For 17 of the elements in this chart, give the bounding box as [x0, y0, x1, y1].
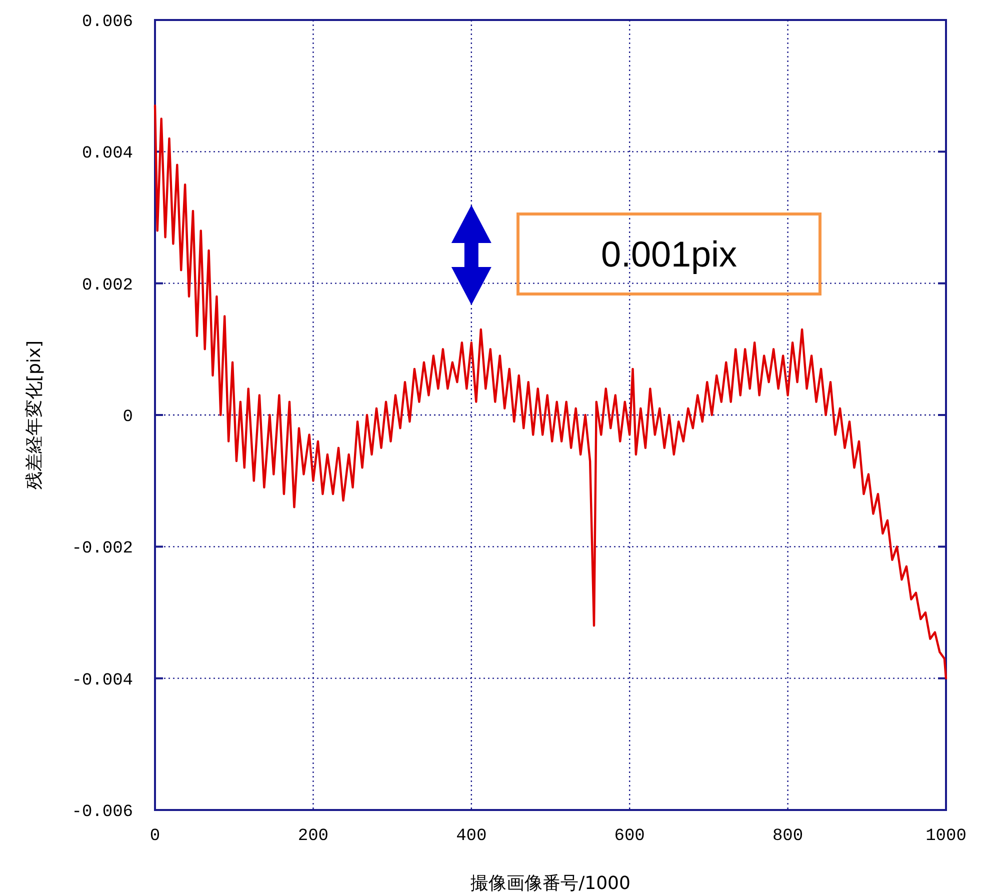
- y-tick-label: 0.004: [82, 144, 133, 164]
- x-tick-label: 800: [772, 827, 804, 846]
- annotation: 0.001pix: [600, 234, 738, 275]
- x-axis-title: 撮像画像番号/1000: [470, 873, 630, 894]
- x-tick-label: 0: [150, 827, 160, 846]
- y-tick-label: -0.006: [72, 802, 133, 822]
- x-tick-label: 600: [614, 827, 645, 846]
- y-tick-label: 0: [122, 408, 133, 427]
- x-tick-label: 400: [456, 827, 487, 846]
- y-tick-label: -0.004: [72, 671, 133, 690]
- x-tick-label: 200: [298, 827, 329, 846]
- y-tick-label: -0.002: [72, 540, 133, 559]
- y-tick-label: 0.002: [82, 276, 133, 296]
- y-axis-title: 残差経年変化[pix]: [24, 340, 45, 490]
- y-tick-label: 0.006: [82, 12, 133, 32]
- line-series: [154, 104, 948, 680]
- x-tick-label: 1000: [926, 827, 966, 846]
